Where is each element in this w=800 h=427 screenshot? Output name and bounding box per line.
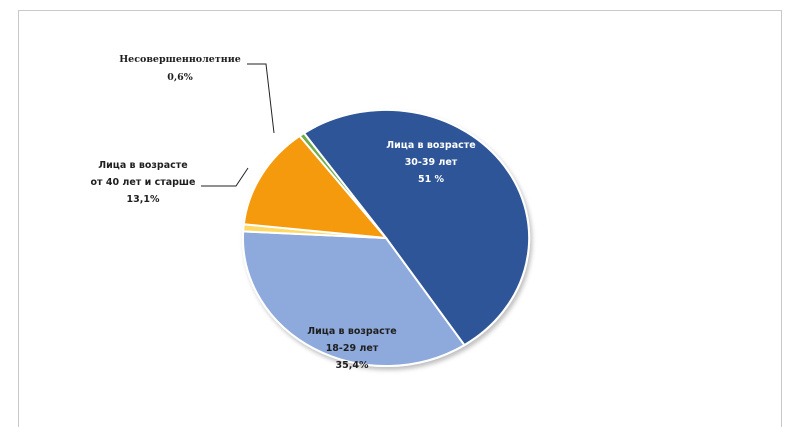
label-over-40-line1: Лица в возрасте	[98, 160, 187, 171]
label-30-39-value: 51 %	[418, 174, 445, 185]
slice-30-39	[302, 108, 531, 347]
slice-over-40	[242, 134, 389, 240]
label-minors-value: 0,6%	[167, 72, 193, 83]
label-over-40-line2: от 40 лет и старше	[91, 177, 196, 188]
label-30-39-line1: Лица в возрасте	[386, 140, 475, 151]
leader-line-over-40	[201, 167, 249, 187]
slice-18-29	[242, 230, 466, 367]
label-18-29-line1: Лица в возрасте	[307, 326, 396, 337]
leader-line-minors	[247, 63, 275, 134]
slice-minors	[298, 131, 387, 239]
label-18-29-line2: 18-29 лет	[326, 343, 379, 354]
pie-slices	[242, 108, 531, 367]
label-minors-line1: Несовершеннолетние	[119, 54, 241, 65]
label-18-29-value: 35,4%	[336, 360, 369, 371]
label-over-40-value: 13,1%	[127, 194, 160, 205]
label-30-39-line2: 30-39 лет	[405, 157, 458, 168]
